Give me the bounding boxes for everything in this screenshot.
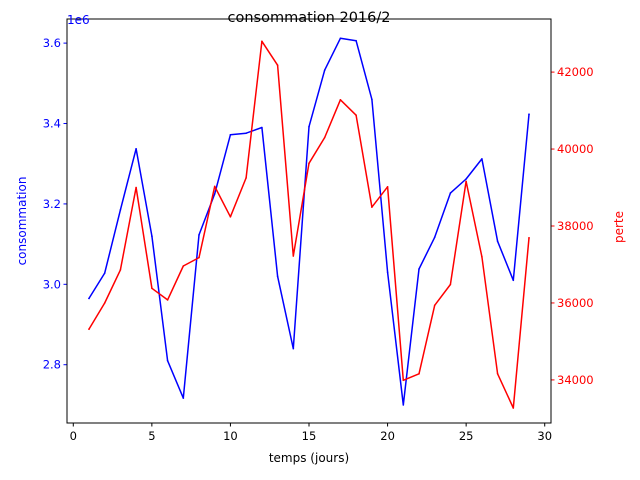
data-point-right (512, 407, 515, 409)
x-tick-label: 0 (70, 429, 77, 443)
data-point-right (465, 180, 467, 183)
data-point-left (245, 132, 247, 134)
data-point-right (166, 299, 169, 301)
data-point-left (402, 404, 405, 406)
data-point-left (355, 39, 357, 42)
data-point-left (119, 209, 122, 211)
plot-frame (66, 18, 552, 424)
data-point-right (135, 186, 137, 189)
right-y-tick-label: 34000 (557, 373, 594, 387)
x-tick-label: 25 (459, 429, 474, 443)
data-point-right (481, 255, 483, 258)
plot-lines (87, 37, 530, 409)
data-point-left (261, 126, 263, 129)
data-point-right (402, 379, 405, 382)
data-point-right (245, 177, 247, 179)
data-point-left (292, 347, 295, 350)
data-point-left (103, 272, 106, 274)
data-point-right (418, 373, 420, 375)
x-tick-label: 20 (380, 429, 395, 443)
data-point-right (151, 287, 153, 290)
data-point-right (528, 237, 530, 239)
data-point-left (496, 240, 499, 243)
data-point-left (276, 275, 279, 278)
data-point-left (88, 297, 90, 300)
left-y-axis-label: consommation (15, 177, 29, 266)
left-y-tick-label: 3.6 (43, 36, 61, 50)
x-axis-label: temps (jours) (269, 451, 349, 465)
data-point-left (339, 37, 342, 40)
data-point-right (496, 373, 499, 375)
left-y-tick-label: 3.0 (43, 277, 61, 291)
data-point-left (308, 125, 310, 128)
data-point-right (433, 304, 436, 307)
data-point-left (449, 192, 452, 194)
data-point-left (418, 268, 420, 270)
left-y-axis-ticks: 2.8 3.0 3.2 3.4 3.6 (43, 36, 67, 372)
chart-title: consommation 2016/2 (228, 10, 391, 26)
data-point-right (182, 265, 185, 267)
data-point-right (103, 302, 106, 304)
data-point-left (166, 359, 169, 362)
data-point-left (512, 279, 515, 282)
left-y-tick-label: 3.4 (43, 117, 61, 131)
left-axis-offset-label: 1e6 (67, 13, 90, 27)
data-point-right (198, 256, 200, 259)
data-point-left (433, 236, 436, 239)
left-y-tick-label: 3.2 (43, 197, 61, 211)
right-y-axis-label: perte (612, 211, 626, 243)
right-y-tick-label: 42000 (557, 65, 594, 79)
data-point-right (339, 99, 342, 101)
right-y-tick-label: 36000 (557, 296, 594, 310)
data-point-left (481, 158, 483, 160)
data-point-right (449, 283, 452, 286)
data-point-left (465, 178, 467, 180)
data-point-right (261, 40, 263, 43)
data-point-left (182, 397, 185, 399)
left-y-tick-label: 2.8 (43, 358, 61, 372)
data-point-left (213, 193, 216, 195)
right-y-tick-label: 38000 (557, 219, 594, 233)
data-point-right (323, 136, 326, 139)
data-point-right (88, 328, 90, 330)
data-point-right (386, 186, 389, 188)
data-point-left (135, 148, 137, 150)
data-point-left (386, 271, 389, 274)
data-point-right (276, 64, 279, 66)
data-point-right (308, 162, 310, 165)
data-point-left (371, 98, 373, 101)
data-point-right (371, 206, 373, 208)
x-tick-label: 30 (537, 429, 552, 443)
data-point-left (323, 69, 326, 71)
data-point-right (213, 185, 216, 188)
data-point-right (292, 255, 295, 257)
x-tick-label: 5 (148, 429, 155, 443)
data-point-left (229, 134, 232, 136)
data-point-left (528, 113, 530, 116)
data-point-right (229, 216, 232, 218)
data-point-right (119, 269, 122, 271)
x-tick-label: 15 (302, 429, 317, 443)
data-point-left (151, 235, 153, 237)
right-y-axis-ticks: 34000 36000 38000 40000 42000 (551, 65, 594, 387)
x-axis-ticks: 0 5 10 15 20 25 30 (70, 423, 552, 443)
x-tick-label: 10 (223, 429, 238, 443)
data-point-left (198, 234, 200, 236)
data-point-right (355, 114, 357, 116)
right-y-tick-label: 40000 (557, 142, 594, 156)
